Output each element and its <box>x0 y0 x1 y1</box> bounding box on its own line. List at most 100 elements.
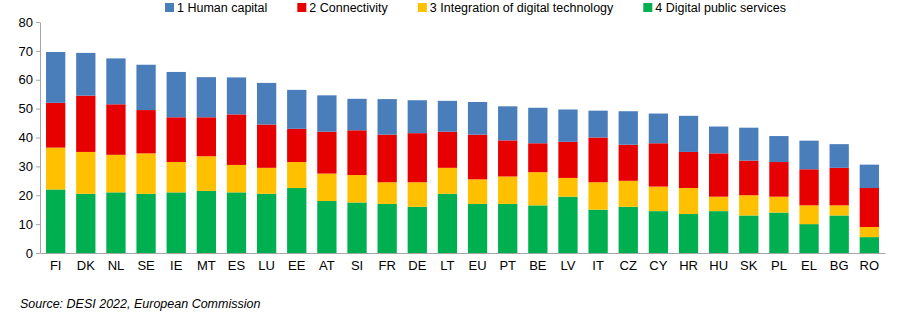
y-tick-label: 20 <box>19 188 33 203</box>
bar-segment <box>197 191 216 253</box>
plot: 01020304050607080FIDKNLSEIEMTESLUEEATSIF… <box>19 15 886 274</box>
bar-segment <box>619 181 638 207</box>
x-tick-label: AT <box>319 258 335 273</box>
y-tick-mark <box>36 109 40 110</box>
x-tick-label: LV <box>561 258 576 273</box>
bar-segment <box>167 162 186 192</box>
bar-segment <box>498 140 517 176</box>
x-tick-label: NL <box>108 258 125 273</box>
x-tick-label: BE <box>529 258 547 273</box>
y-tick: 70 <box>19 44 40 59</box>
bar-segment <box>106 155 125 193</box>
legend-label: 1 Human capital <box>177 1 267 15</box>
bar-segment <box>498 176 517 203</box>
legend-label: 3 Integration of digital technology <box>430 1 614 15</box>
bar-segment <box>739 215 758 253</box>
bar-segment <box>76 53 95 96</box>
x-tick-label: FI <box>50 258 62 273</box>
x-tick: RO <box>860 253 880 273</box>
x-tick-label: CY <box>649 258 667 273</box>
bar-segment <box>830 205 849 215</box>
bar-segment <box>830 144 849 168</box>
x-tick: EL <box>801 253 817 273</box>
bar-segment <box>830 168 849 206</box>
bar-segment <box>860 165 879 188</box>
bar-segment <box>136 110 155 153</box>
bar-segment <box>438 132 457 168</box>
y-tick-mark <box>36 22 40 23</box>
y-tick-mark <box>36 51 40 52</box>
bar-segment <box>739 128 758 161</box>
bar-segment <box>378 135 397 183</box>
x-tick: EE <box>288 253 306 273</box>
x-tick: LT <box>440 253 454 273</box>
x-tick-label: SI <box>351 258 363 273</box>
x-tick-label: IE <box>170 258 183 273</box>
bar-segment <box>769 162 788 197</box>
y-tick-label: 10 <box>19 217 33 232</box>
bar-segment <box>588 111 607 138</box>
bar-segment <box>106 104 125 155</box>
bar-segment <box>408 207 427 253</box>
legend-item: 4 Digital public services <box>643 1 786 15</box>
bar-segment <box>76 96 95 152</box>
bar-segment <box>588 210 607 253</box>
bar-segment <box>619 207 638 253</box>
x-tick: DK <box>77 253 95 273</box>
bar-segment <box>76 152 95 194</box>
legend-item: 1 Human capital <box>165 1 267 15</box>
bar-segment <box>679 116 698 152</box>
bar-segment <box>408 182 427 207</box>
bar-segment <box>257 168 276 194</box>
y-tick-mark <box>36 166 40 167</box>
x-tick-label: EU <box>469 258 487 273</box>
legend-swatch <box>165 3 174 12</box>
bar-segment <box>136 153 155 193</box>
bar-segment <box>408 133 427 182</box>
bar-segment <box>739 195 758 215</box>
bar-segment <box>438 168 457 194</box>
bar-segment <box>378 204 397 253</box>
bar-segment <box>739 161 758 196</box>
y-tick-label: 80 <box>19 15 33 30</box>
x-tick: LU <box>258 253 275 273</box>
bar-segment <box>227 114 246 165</box>
x-tick-label: IT <box>592 258 604 273</box>
bar-segment <box>468 204 487 253</box>
bar-segment <box>46 189 65 253</box>
x-tick-label: PT <box>499 258 516 273</box>
bar-segment <box>46 52 65 103</box>
x-tick-label: HR <box>679 258 698 273</box>
x-tick-label: DK <box>77 258 95 273</box>
x-tick: LV <box>561 253 576 273</box>
bar-segment <box>227 77 246 114</box>
bar-segment <box>769 136 788 162</box>
bar-segment <box>317 132 336 174</box>
y-axis-line <box>40 23 41 254</box>
legend-label: 2 Connectivity <box>309 1 388 15</box>
bar-segment <box>799 169 818 205</box>
bar-segment <box>558 142 577 178</box>
bar-segment <box>136 65 155 110</box>
x-tick-label: ES <box>228 258 246 273</box>
bar-segment <box>649 114 668 144</box>
x-tick: PT <box>499 253 516 273</box>
source-note: Source: DESI 2022, European Commission <box>20 297 260 311</box>
legend-item: 2 Connectivity <box>297 1 388 15</box>
y-tick-mark <box>36 195 40 196</box>
legend-item: 3 Integration of digital technology <box>418 1 614 15</box>
bar-segment <box>709 127 728 154</box>
bar-segment <box>649 143 668 186</box>
bar-segment <box>347 130 366 175</box>
x-tick-label: HU <box>709 258 728 273</box>
x-tick-label: DE <box>408 258 426 273</box>
x-tick: MT <box>197 253 216 273</box>
y-tick: 60 <box>19 72 40 87</box>
x-tick-label: PL <box>771 258 787 273</box>
bar-segment <box>468 102 487 135</box>
bar-segment <box>709 211 728 253</box>
legend-label: 4 Digital public services <box>655 1 786 15</box>
legend-swatch <box>418 3 427 12</box>
bar-segment <box>46 103 65 148</box>
x-tick: FI <box>50 253 62 273</box>
